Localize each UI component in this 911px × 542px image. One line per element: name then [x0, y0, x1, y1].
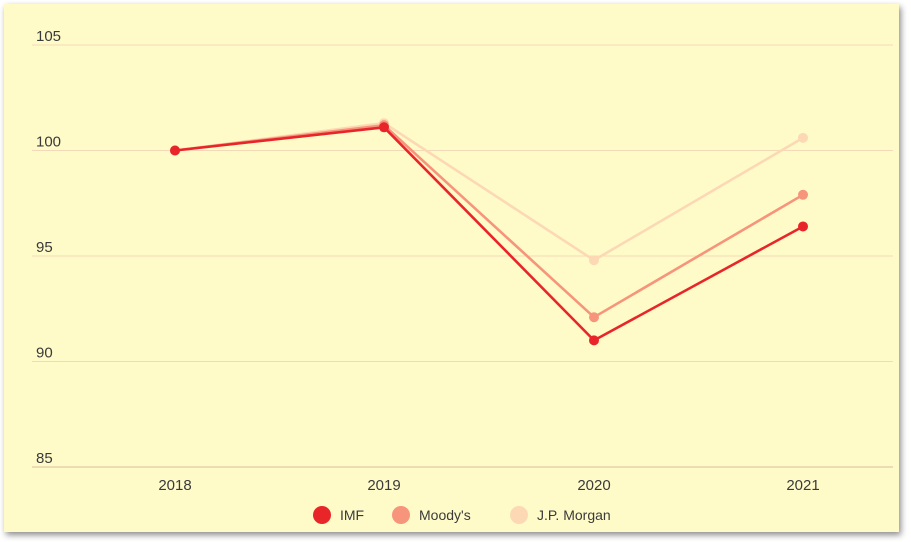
legend-swatch-imf — [313, 506, 331, 524]
data-point-moody-s-2020 — [589, 312, 599, 322]
y-tick-label-90: 90 — [36, 345, 53, 362]
legend-item-imf: IMF — [313, 506, 364, 524]
data-point-imf-2019 — [379, 122, 389, 132]
data-point-moody-s-2021 — [798, 190, 808, 200]
gridlines — [32, 45, 893, 467]
legend-item-moody-s: Moody's — [392, 506, 471, 524]
legend: IMF Moody's J.P. Morgan — [313, 506, 611, 524]
series-line-j-p-morgan — [175, 123, 803, 260]
data-point-j-p-morgan-2021 — [798, 133, 808, 143]
legend-item-j-p-morgan: J.P. Morgan — [510, 506, 611, 524]
data-point-j-p-morgan-2020 — [589, 255, 599, 265]
legend-label-imf: IMF — [340, 507, 364, 523]
x-axis-ticks: 2018 2019 2020 2021 — [158, 477, 819, 494]
series-line-imf — [175, 127, 803, 340]
series-line-moody-s — [175, 125, 803, 317]
legend-label-moody-s: Moody's — [419, 507, 471, 523]
data-point-imf-2020 — [589, 335, 599, 345]
y-tick-label-85: 85 — [36, 450, 53, 467]
y-tick-label-100: 100 — [36, 134, 61, 151]
legend-swatch-j-p-morgan — [510, 506, 528, 524]
x-tick-label-2020: 2020 — [577, 477, 610, 494]
x-tick-label-2019: 2019 — [367, 477, 400, 494]
series-lines — [170, 118, 808, 345]
legend-label-j-p-morgan: J.P. Morgan — [537, 507, 611, 523]
legend-swatch-moody-s — [392, 506, 410, 524]
y-tick-label-105: 105 — [36, 28, 61, 45]
data-point-imf-2018 — [170, 146, 180, 156]
y-tick-label-95: 95 — [36, 239, 53, 256]
x-tick-label-2018: 2018 — [158, 477, 191, 494]
data-point-imf-2021 — [798, 221, 808, 231]
y-axis-ticks: 85 90 95 100 105 — [36, 28, 61, 467]
series-imf — [170, 122, 808, 345]
x-tick-label-2021: 2021 — [786, 477, 819, 494]
